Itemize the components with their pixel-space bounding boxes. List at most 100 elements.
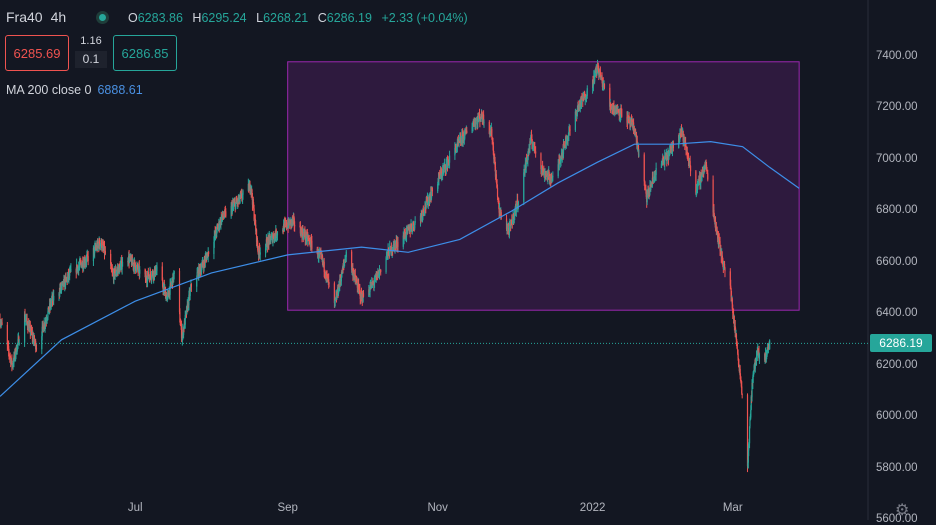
candle-body [41,336,43,350]
candle-body [594,74,596,82]
candle-body [44,321,47,325]
candle-body [62,280,65,286]
candle-body [326,274,328,277]
candle-body [621,108,623,117]
market-status-icon [96,11,109,24]
symbol-header[interactable]: Fra40 4h [6,9,66,25]
candle-body [101,239,103,248]
candle-body [242,190,244,195]
candle-body [638,154,640,156]
candle-body [475,120,477,125]
candle-body [514,210,516,216]
candle-body [378,270,381,274]
candle-body [392,244,395,251]
candle-body [272,237,274,242]
candle-body [336,294,338,299]
candle-body [644,184,646,186]
candle-body [680,128,683,132]
candle-body [749,419,751,427]
candle-body [276,231,279,236]
ma-legend[interactable]: MA 200 close 0 6888.61 [6,83,143,97]
candle-body [746,394,749,467]
candle-body [552,176,554,178]
gear-icon[interactable]: ⚙ [895,502,910,519]
candle-body [69,271,71,276]
candle-body [188,294,190,306]
candle-body [720,250,722,255]
candle-body [731,299,733,309]
buy-button[interactable]: 6286.85 [113,35,177,71]
candle-body [706,166,708,173]
change-value: +2.33 (+0.04%) [381,11,468,25]
candle-body [650,185,652,191]
candle-body [233,203,235,206]
candle-body [255,224,257,232]
candle-body [496,187,499,197]
price-tick-label: 6600.00 [876,255,918,268]
candle-body [598,68,600,75]
candle-body [756,352,758,356]
candle-body [529,141,531,150]
candle-body [613,105,615,111]
candle-body [713,209,715,215]
candle-body [134,261,136,263]
candle-body [265,239,267,245]
candle-body [438,177,440,181]
candle-body [423,211,425,214]
price-tick-label: 6400.00 [876,307,918,320]
candle-body [730,285,732,289]
candle-body [723,263,726,268]
candle-body [317,250,319,258]
ma-label: MA 200 close 0 [6,83,92,97]
candle-body [534,146,536,152]
sell-button[interactable]: 6285.69 [5,35,69,71]
candle-body [273,235,275,239]
candle-body [267,238,270,241]
candle-body [645,187,647,191]
candle-body [741,386,743,394]
candle-body [1,322,3,325]
candle-body [471,126,473,134]
candle-body [431,187,433,192]
candle-body [769,340,771,350]
candle-body [569,129,571,131]
candle-body [562,143,565,155]
high-value: 6295.24 [201,11,247,25]
candle-body [557,164,559,177]
candle-body [118,264,120,273]
price-tick-label: 7200.00 [876,101,918,114]
candle-body [741,393,743,395]
candle-body [23,314,26,343]
candle-body [53,295,55,301]
candle-body [189,289,191,297]
time-tick-label: Mar [722,502,743,514]
candle-body [362,293,365,297]
candle-body [633,128,636,134]
candle-body [388,255,390,257]
ma-value: 6888.61 [97,83,143,97]
candle-body [724,267,726,272]
candle-body [235,202,237,209]
candle-body [668,153,670,160]
candle-body [396,240,398,247]
spread-panel: 1.16 0.1 [75,33,107,68]
candle-body [273,234,276,240]
candle-body [736,343,738,350]
candle-body [751,383,753,398]
candle-body [345,251,347,258]
candle-body [121,261,124,267]
candle-body [257,245,259,251]
candle-body [11,358,13,366]
candle-body [643,154,645,182]
candle-body [154,267,156,275]
candle-body [26,317,28,323]
candle-body [412,221,415,227]
price-tick-label: 7000.00 [876,152,918,165]
candle-body [351,251,353,270]
candle-body [97,241,99,245]
candle-body [184,315,186,325]
candle-body [729,271,731,286]
lot-size-input[interactable]: 0.1 [75,51,107,68]
candle-body [380,269,382,272]
